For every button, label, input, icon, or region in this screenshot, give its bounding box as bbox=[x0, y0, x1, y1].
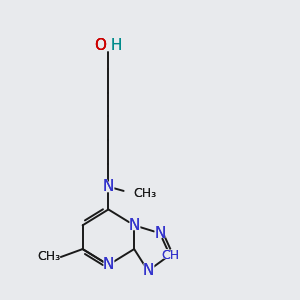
Text: N: N bbox=[142, 263, 154, 278]
Text: N: N bbox=[103, 179, 114, 194]
Text: CH₃: CH₃ bbox=[133, 187, 161, 201]
Text: N: N bbox=[103, 257, 114, 272]
Text: N: N bbox=[142, 263, 154, 278]
Text: O: O bbox=[94, 38, 106, 53]
Text: N: N bbox=[127, 216, 141, 234]
Text: N: N bbox=[101, 178, 115, 196]
Text: N: N bbox=[154, 226, 166, 241]
Text: O: O bbox=[92, 37, 106, 55]
Text: CH: CH bbox=[161, 248, 179, 262]
Text: CH: CH bbox=[159, 248, 181, 262]
Text: N: N bbox=[141, 262, 155, 280]
Text: N: N bbox=[153, 224, 167, 242]
Text: N: N bbox=[103, 179, 114, 194]
Text: N: N bbox=[101, 256, 115, 274]
Text: N: N bbox=[103, 257, 114, 272]
Text: CH₃: CH₃ bbox=[133, 187, 156, 200]
Text: O: O bbox=[94, 38, 106, 53]
Text: N: N bbox=[154, 226, 166, 241]
Text: H: H bbox=[110, 38, 122, 53]
Text: O: O bbox=[94, 38, 106, 53]
Text: CH₃: CH₃ bbox=[133, 187, 156, 200]
Text: CH₃: CH₃ bbox=[38, 250, 61, 263]
Text: H: H bbox=[110, 38, 122, 53]
Text: N: N bbox=[128, 218, 140, 233]
Text: N: N bbox=[128, 218, 140, 233]
Text: CH: CH bbox=[161, 248, 179, 262]
Text: CH₃: CH₃ bbox=[33, 250, 61, 264]
Text: CH₃: CH₃ bbox=[38, 250, 61, 263]
